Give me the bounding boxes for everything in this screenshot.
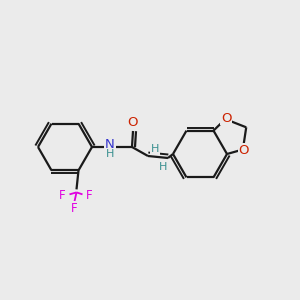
Text: F: F — [71, 202, 78, 215]
Text: H: H — [151, 144, 159, 154]
Text: H: H — [106, 149, 114, 159]
Text: O: O — [128, 116, 138, 130]
Text: F: F — [86, 189, 93, 202]
Text: F: F — [59, 189, 66, 202]
Text: O: O — [221, 112, 232, 124]
Text: H: H — [159, 162, 167, 172]
Text: O: O — [238, 144, 249, 157]
Text: N: N — [105, 139, 115, 152]
